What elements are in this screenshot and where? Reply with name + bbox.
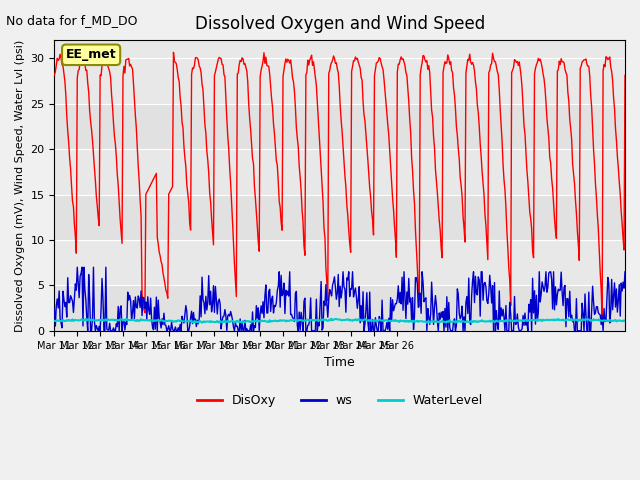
Bar <box>54 104 625 149</box>
Title: Dissolved Oxygen and Wind Speed: Dissolved Oxygen and Wind Speed <box>195 15 485 33</box>
Bar <box>54 194 625 240</box>
Text: EE_met: EE_met <box>66 48 116 61</box>
Bar <box>54 240 625 286</box>
Text: No data for f_MD_DO: No data for f_MD_DO <box>6 14 138 27</box>
X-axis label: Time: Time <box>324 356 355 369</box>
Bar <box>54 286 625 331</box>
Legend: DisOxy, ws, WaterLevel: DisOxy, ws, WaterLevel <box>191 389 488 412</box>
Y-axis label: Dissolved Oxygen (mV), Wind Speed, Water Lvl (psi): Dissolved Oxygen (mV), Wind Speed, Water… <box>15 39 25 332</box>
Bar <box>54 58 625 104</box>
Bar <box>54 149 625 194</box>
